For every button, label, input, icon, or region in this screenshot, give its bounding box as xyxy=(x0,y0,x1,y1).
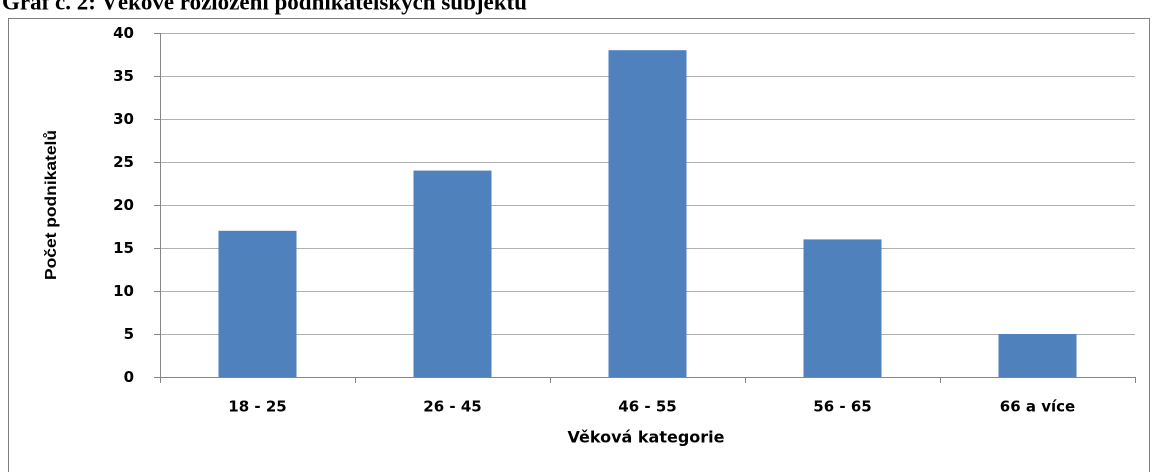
y-tick-label: 30 xyxy=(113,110,134,128)
y-tick-label: 5 xyxy=(124,325,134,343)
chart-frame xyxy=(8,18,1150,472)
bar xyxy=(803,239,882,377)
x-axis-title: Věková kategorie xyxy=(568,428,725,447)
bar xyxy=(998,334,1077,377)
y-tick-label: 15 xyxy=(113,239,134,257)
x-tick-label: 56 - 65 xyxy=(813,398,871,416)
y-tick-label: 20 xyxy=(113,196,134,214)
y-tick-label: 35 xyxy=(113,67,134,85)
y-axis-title: Počet podnikatelů xyxy=(43,130,60,280)
y-tick-label: 0 xyxy=(124,368,134,386)
x-tick-label: 18 - 25 xyxy=(228,398,286,416)
x-tick-label: 66 a více xyxy=(1000,398,1075,416)
y-tick-label: 10 xyxy=(113,282,134,300)
x-tick-label: 46 - 55 xyxy=(618,398,676,416)
x-tick-label: 26 - 45 xyxy=(423,398,481,416)
bar xyxy=(608,50,687,377)
y-tick-label: 40 xyxy=(113,24,134,42)
bar xyxy=(218,230,297,377)
y-tick-label: 25 xyxy=(113,153,134,171)
chart-title: Graf č. 2: Věkové rozložení podnikatelsk… xyxy=(2,0,527,14)
bar xyxy=(413,170,492,377)
